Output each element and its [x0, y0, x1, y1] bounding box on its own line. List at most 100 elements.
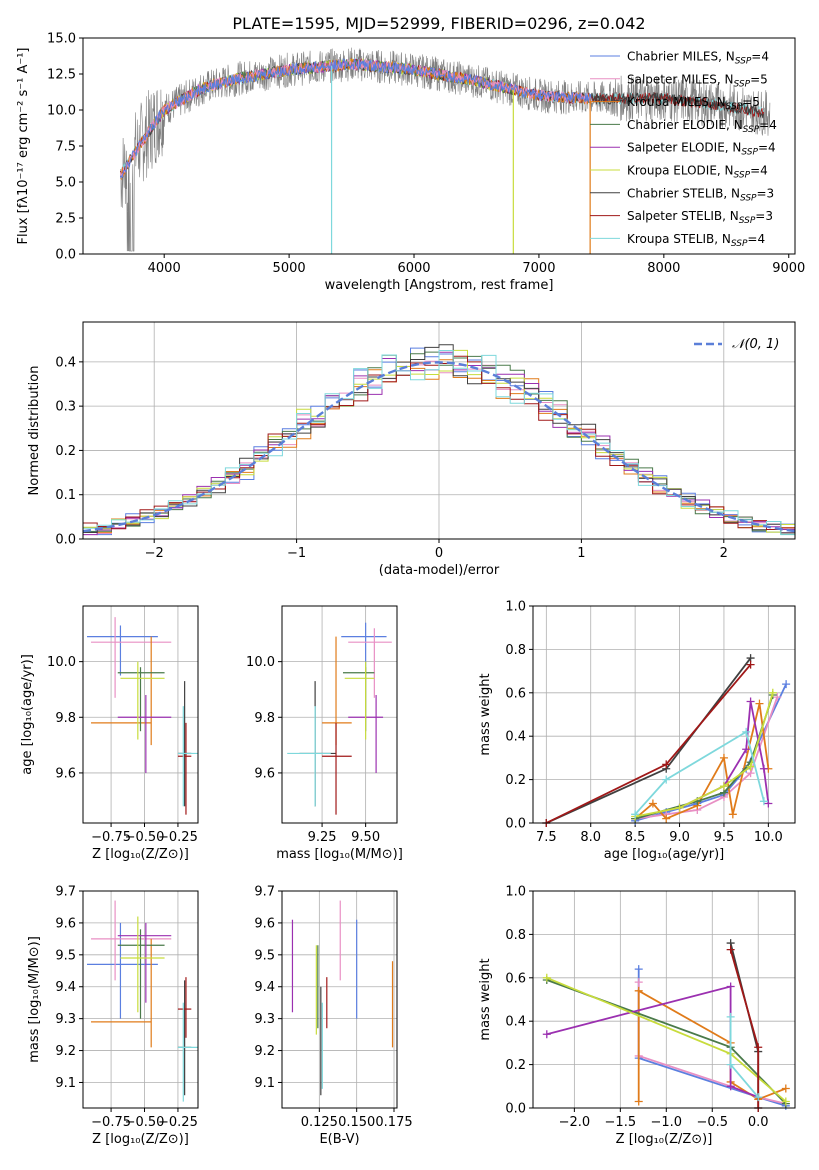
x-axis-label: mass [log₁₀(M/M⊙)] — [276, 847, 403, 862]
weight-marker — [662, 760, 671, 769]
weight-marker — [726, 1060, 735, 1069]
x-tick-label: 9.25 — [308, 830, 337, 845]
weight-line-1 — [634, 696, 779, 820]
residuals-panel: −2 −1 0 1 2 0.0 0.1 0.2 0.3 0.4 (data-model)/error… — [27, 321, 796, 578]
weight-marker — [719, 782, 728, 791]
model-spectrum-1 — [120, 58, 592, 178]
legend-count: =4 — [751, 50, 769, 64]
weight-marker — [746, 660, 755, 669]
legend-subscript: SSP — [743, 125, 760, 135]
legend-count: =4 — [750, 164, 768, 178]
y-axis-label: Normed distribution — [27, 366, 42, 496]
x-tick-label: 4000 — [148, 261, 181, 276]
weight-marker — [726, 1082, 735, 1091]
x-axis-label: age [log₁₀(age/yr)] — [604, 847, 725, 862]
weight-line-8 — [634, 730, 765, 815]
x-tick-label: 6000 — [397, 261, 430, 276]
y-tick-label: 2.5 — [55, 212, 76, 227]
weight-marker — [781, 1097, 790, 1106]
weight-marker — [754, 1043, 763, 1052]
legend-subscript: SSP — [734, 79, 751, 89]
x-tick-label: 0.150 — [338, 1115, 375, 1130]
histogram-8 — [83, 350, 795, 536]
model-spectrum-0 — [120, 57, 592, 179]
x-tick-label: 0 — [435, 546, 443, 561]
y-tick-label: 9.5 — [55, 948, 76, 963]
legend-label: Chabrier MILES, NSSP=4 — [627, 50, 769, 67]
y-tick-label: 0.2 — [505, 773, 526, 788]
weight-marker — [781, 1084, 790, 1093]
axes-frame — [82, 890, 199, 1109]
x-tick-label: −0.75 — [91, 830, 131, 845]
histograms — [83, 344, 795, 536]
y-tick-label: 9.1 — [55, 1076, 76, 1091]
legend-count: =3 — [755, 209, 773, 223]
legend: Chabrier MILES, NSSP=4 Salpeter MILES, NS… — [590, 50, 777, 249]
y-tick-label: 5.0 — [55, 176, 76, 191]
y-tick-label: 9.2 — [55, 1044, 76, 1059]
weight-marker — [726, 945, 735, 954]
x-tick-label: −0.5 — [696, 1115, 728, 1130]
y-tick-label: 1.0 — [505, 885, 526, 900]
y-axis-label: Flux [fλ10⁻¹⁷ erg cm⁻² s⁻¹ A⁻¹] — [16, 48, 31, 245]
x-tick-label: −1.0 — [651, 1115, 683, 1130]
x-tick-label: −0.25 — [158, 830, 198, 845]
y-tick-label: 9.4 — [55, 980, 76, 995]
x-tick-label: 0.175 — [375, 1115, 412, 1130]
error-bars — [291, 900, 394, 1096]
mass-vs-metallicity-panel: −0.75−0.50−0.25 9.1 9.2 9.3 9.4 9.5 9.6 9.7 Z [l… — [27, 885, 199, 1147]
x-axis-label: Z [log₁₀(Z/Z⊙)] — [616, 1132, 713, 1147]
x-tick-label: −1.5 — [605, 1115, 637, 1130]
legend-label: Chabrier STELIB, NSSP=3 — [627, 186, 774, 203]
axes-frame — [532, 890, 796, 1109]
x-axis-label: (data-model)/error — [379, 563, 500, 578]
y-tick-label: 1.0 — [505, 600, 526, 615]
weight-marker — [746, 697, 755, 706]
x-tick-label: −0.75 — [91, 1115, 131, 1130]
x-tick-label: 9.0 — [669, 830, 690, 845]
x-tick-label: 9.5 — [714, 830, 735, 845]
x-tick-label: 8.5 — [625, 830, 646, 845]
weight-marker — [634, 965, 643, 974]
y-tick-label: 9.8 — [55, 711, 76, 726]
y-tick-label: 9.7 — [55, 885, 76, 900]
legend-count: =4 — [758, 141, 776, 155]
x-axis-label: Z [log₁₀(Z/Z⊙)] — [92, 1132, 189, 1147]
legend-subscript: SSP — [735, 57, 752, 67]
y-tick-label: 10.0 — [246, 655, 275, 670]
legend-count: =4 — [759, 118, 777, 132]
weight-marker — [755, 699, 764, 708]
axes-frame — [532, 605, 796, 824]
y-axis-label: mass weight — [478, 673, 493, 755]
weight-marker — [631, 810, 640, 819]
y-tick-label: 9.2 — [254, 1044, 275, 1059]
x-tick-label: −0.25 — [158, 1115, 198, 1130]
weight-marker — [675, 803, 684, 812]
weight-marker — [634, 1097, 643, 1106]
y-tick-label: 0.4 — [505, 1015, 526, 1030]
y-axis-label: mass [log₁₀(M/M⊙)] — [27, 936, 42, 1063]
x-tick-label: 0.125 — [301, 1115, 338, 1130]
weight-marker — [754, 1093, 763, 1102]
y-tick-label: 9.6 — [254, 766, 275, 781]
weight-marker — [662, 775, 671, 784]
weight-marker — [746, 762, 755, 771]
error-bars — [287, 622, 392, 815]
x-tick-label: 0.0 — [748, 1115, 769, 1130]
x-tick-label: −0.50 — [125, 830, 165, 845]
y-tick-label: 9.1 — [254, 1076, 275, 1091]
spectrum-panel: 4000 5000 6000 7000 8000 9000 0.0 2.5 5.0 7.5 10.0… — [16, 32, 805, 294]
weight-marker — [542, 973, 551, 982]
figure-title: PLATE=1595, MJD=52999, FIBERID=0296, z=0… — [232, 14, 645, 33]
model-spectrum-2 — [120, 58, 592, 181]
legend-subscript: SSP — [734, 171, 751, 181]
legend-label: Kroupa STELIB, NSSP=4 — [627, 232, 765, 249]
y-tick-label: 9.8 — [254, 711, 275, 726]
y-tick-label: 9.4 — [254, 980, 275, 995]
legend-subscript: SSP — [741, 148, 758, 158]
y-tick-label: 0.8 — [505, 643, 526, 658]
weight-marker — [742, 745, 751, 754]
y-tick-label: 9.7 — [254, 885, 275, 900]
error-bars — [87, 617, 198, 815]
y-tick-label: 0.6 — [505, 686, 526, 701]
